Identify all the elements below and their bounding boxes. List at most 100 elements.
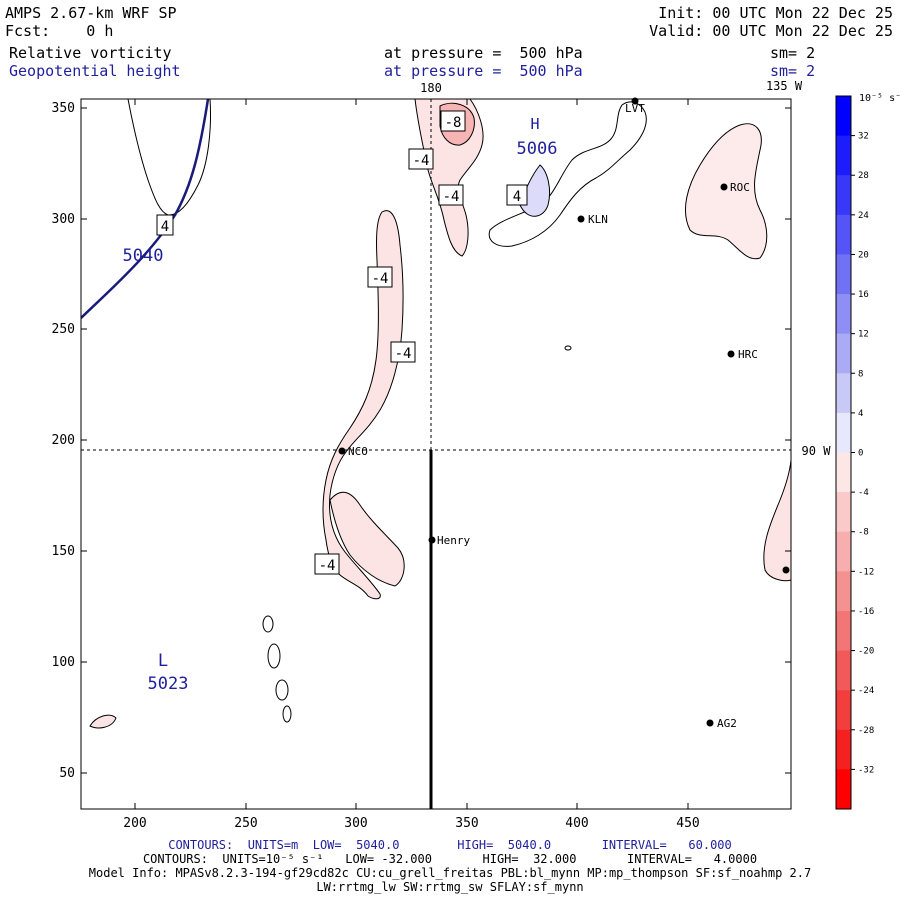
vort-island-2 bbox=[267, 643, 281, 669]
colorbar-label: 4 bbox=[858, 409, 863, 419]
height-label-5040: 5040 bbox=[123, 246, 164, 266]
vort-island-4 bbox=[282, 705, 292, 723]
vort-region-lower bbox=[329, 491, 405, 587]
vort-island-5 bbox=[89, 714, 117, 729]
station-marker bbox=[720, 183, 728, 191]
y-axis: 350 300 250 200 150 100 50 bbox=[52, 101, 75, 781]
station-marker bbox=[577, 215, 585, 223]
colorbar-label: -28 bbox=[858, 726, 874, 736]
forecast-hour: Fcst: 0 h bbox=[5, 22, 114, 40]
footer-physics-info: LW:rrtmg_lw SW:rrtmg_sw SFLAY:sf_mynn bbox=[316, 880, 584, 894]
colorbar-label: -8 bbox=[858, 528, 869, 538]
station-label-kln: KLN bbox=[588, 213, 608, 226]
colorbar-swatch bbox=[836, 294, 851, 335]
y-tick-label: 350 bbox=[52, 101, 75, 116]
footer-height-contours: CONTOURS: UNITS=m LOW= 5040.0 HIGH= 5040… bbox=[168, 838, 732, 852]
vort-island-1 bbox=[262, 615, 274, 633]
y-tick-label: 200 bbox=[52, 433, 75, 448]
colorbar-swatch bbox=[836, 373, 851, 414]
colorbar-swatch bbox=[836, 175, 851, 216]
y-tick-label: 150 bbox=[52, 544, 75, 559]
x-tick-label: 250 bbox=[234, 816, 257, 831]
field1-smoothing: sm= 2 bbox=[770, 44, 816, 62]
vort-island-6 bbox=[564, 345, 572, 351]
colorbar-label: -16 bbox=[858, 607, 874, 617]
vort-island-3 bbox=[275, 679, 289, 701]
map-content bbox=[81, 99, 791, 809]
colorbar-labels: 32 28 24 20 16 12 8 4 0 -4 -8 -12 -16 -20 -24 -28 -32 bbox=[851, 132, 874, 775]
colorbar-label: -4 bbox=[858, 488, 869, 498]
colorbar-swatch bbox=[836, 571, 851, 612]
colorbar-label: 24 bbox=[858, 211, 869, 221]
colorbar-label: 12 bbox=[858, 330, 869, 340]
vort-label: 4 bbox=[513, 189, 521, 205]
x-tick-label: 450 bbox=[676, 816, 699, 831]
colorbar-label: -24 bbox=[858, 686, 874, 696]
colorbar-label: -32 bbox=[858, 765, 874, 775]
x-ticks bbox=[134, 99, 689, 809]
colorbar-swatch bbox=[836, 214, 851, 255]
y-tick-label: 250 bbox=[52, 322, 75, 337]
colorbar-swatch bbox=[836, 769, 851, 810]
field2-level: at pressure = 500 hPa bbox=[384, 62, 583, 80]
colorbar-label: -12 bbox=[858, 567, 874, 577]
station-marker bbox=[428, 536, 436, 544]
x-tick-label: 350 bbox=[455, 816, 478, 831]
low-value: 5023 bbox=[148, 674, 189, 694]
height-contour-5040 bbox=[81, 99, 210, 319]
vort-label: -8 bbox=[445, 115, 462, 131]
vort-label: -4 bbox=[372, 271, 389, 287]
field2-smoothing: sm= 2 bbox=[770, 62, 816, 80]
y-tick-label: 100 bbox=[52, 655, 75, 670]
vort-region-upper-right bbox=[488, 101, 647, 247]
colorbar-swatch bbox=[836, 254, 851, 295]
colorbar-swatch bbox=[836, 729, 851, 770]
field1-name: Relative vorticity bbox=[9, 44, 172, 62]
station-label-lvt: LVT bbox=[625, 102, 645, 115]
colorbar-swatch bbox=[836, 135, 851, 176]
init-time: Init: 00 UTC Mon 22 Dec 25 bbox=[658, 4, 893, 22]
station-marker bbox=[727, 350, 735, 358]
colorbar-label: 28 bbox=[858, 171, 869, 181]
y-tick-label: 50 bbox=[59, 766, 75, 781]
valid-time: Valid: 00 UTC Mon 22 Dec 25 bbox=[649, 22, 893, 40]
vort-label: -4 bbox=[443, 189, 460, 205]
meridian-label-90w: 90 W bbox=[802, 444, 832, 458]
station-label-roc: ROC bbox=[730, 181, 750, 194]
high-marker: H bbox=[530, 115, 539, 133]
station-label-hrc: HRC bbox=[738, 348, 758, 361]
colorbar-label: 16 bbox=[858, 290, 869, 300]
contour-labels: -8 -4 -4 -4 4 -4 -4 4 bbox=[156, 110, 528, 575]
vort-label: -4 bbox=[413, 153, 430, 169]
x-tick-label: 300 bbox=[344, 816, 367, 831]
meridian-label-180: 180 bbox=[420, 81, 442, 95]
station-label-henry: Henry bbox=[437, 534, 470, 547]
colorbar: 10⁻⁵ s⁻¹ 32 28 24 20 16 12 8 4 0 -4 -8 -12 -16 -20 -24… bbox=[835, 93, 900, 810]
colorbar-label: 20 bbox=[858, 250, 869, 260]
meridian-label-135w: 135 W bbox=[766, 79, 803, 93]
colorbar-swatch bbox=[836, 690, 851, 731]
colorbar-swatches bbox=[836, 96, 851, 810]
station-marker bbox=[631, 97, 639, 105]
x-axis: 200 250 300 350 400 450 bbox=[123, 816, 699, 831]
station-label-ag2: AG2 bbox=[717, 717, 737, 730]
colorbar-swatch bbox=[836, 96, 851, 137]
colorbar-label: 0 bbox=[858, 449, 863, 459]
x-tick-label: 200 bbox=[123, 816, 146, 831]
plot-title: AMPS 2.67-km WRF SP bbox=[5, 4, 177, 22]
colorbar-swatch bbox=[836, 452, 851, 493]
vort-label: -4 bbox=[395, 346, 412, 362]
x-tick-label: 400 bbox=[565, 816, 588, 831]
map-frame bbox=[80, 98, 792, 810]
colorbar-label: 32 bbox=[858, 132, 869, 142]
station-label-nco: NCO bbox=[348, 445, 368, 458]
station-marker bbox=[706, 719, 714, 727]
colorbar-swatch bbox=[836, 610, 851, 652]
colorbar-swatch bbox=[836, 492, 851, 533]
colorbar-swatch bbox=[836, 412, 851, 453]
map-figure: 180 135 W 90 W 200 250 300 350 400 450 3… bbox=[52, 79, 900, 831]
footer-model-info: Model Info: MPASv8.2.3-194-gf29cd82c CU:… bbox=[88, 866, 812, 880]
footer-vort-contours: CONTOURS: UNITS=10⁻⁵ s⁻¹ LOW= -32.000 HI… bbox=[142, 852, 758, 866]
station-marker bbox=[338, 447, 346, 455]
colorbar-swatch bbox=[836, 531, 851, 572]
